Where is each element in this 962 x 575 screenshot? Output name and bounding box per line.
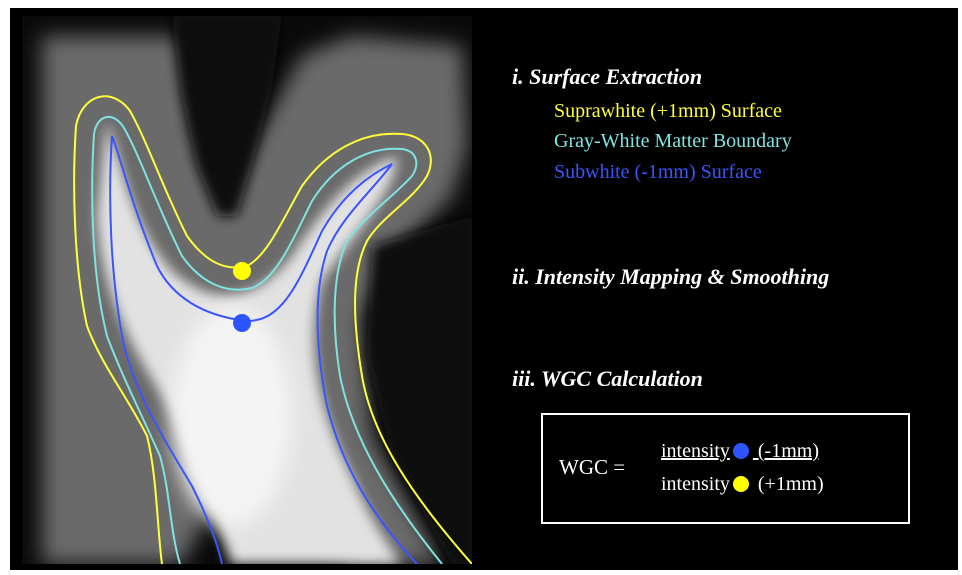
- white-matter-core: [172, 306, 292, 526]
- legend-gray-white-boundary: Gray-White Matter Boundary: [554, 130, 792, 152]
- formula-lhs: WGC =: [559, 455, 626, 479]
- figure-panel: i. Surface Extraction Suprawhite (+1mm) …: [10, 8, 958, 570]
- sulcus-region: [172, 16, 282, 216]
- step-2-heading: ii. Intensity Mapping & Smoothing: [512, 264, 830, 289]
- subwhite-contour: [111, 135, 418, 564]
- denominator-suffix: (+1mm): [752, 473, 824, 495]
- numerator-suffix: (-1mm): [752, 440, 819, 462]
- gray-white-boundary-contour: [93, 116, 443, 564]
- gray-white-boundary-contour-lower: [91, 133, 181, 564]
- denominator-word: intensity: [661, 473, 730, 495]
- sulcus-region-right: [367, 216, 472, 564]
- blue-marker-dot: [233, 314, 251, 332]
- legend-subwhite: Subwhite (-1mm) Surface: [554, 161, 762, 183]
- formula-numerator: intensity (-1mm): [661, 440, 819, 463]
- formula-denominator: intensity (+1mm): [661, 473, 824, 496]
- suprawhite-contour-lower: [73, 125, 163, 564]
- subwhite-contour-lower: [109, 135, 223, 564]
- yellow-marker-dot: [233, 262, 251, 280]
- legend-suprawhite: Suprawhite (+1mm) Surface: [554, 100, 782, 122]
- wgc-formula-box: WGC = intensity (-1mm) intensity (+1mm): [541, 413, 910, 524]
- step-1-heading: i. Surface Extraction: [512, 64, 703, 89]
- suprawhite-contour: [75, 95, 472, 564]
- blue-dot-icon: [732, 443, 749, 459]
- yellow-dot-icon: [732, 476, 749, 492]
- numerator-word: intensity: [661, 440, 730, 462]
- step-3-heading: iii. WGC Calculation: [512, 366, 703, 391]
- mri-slice-image: [22, 16, 472, 564]
